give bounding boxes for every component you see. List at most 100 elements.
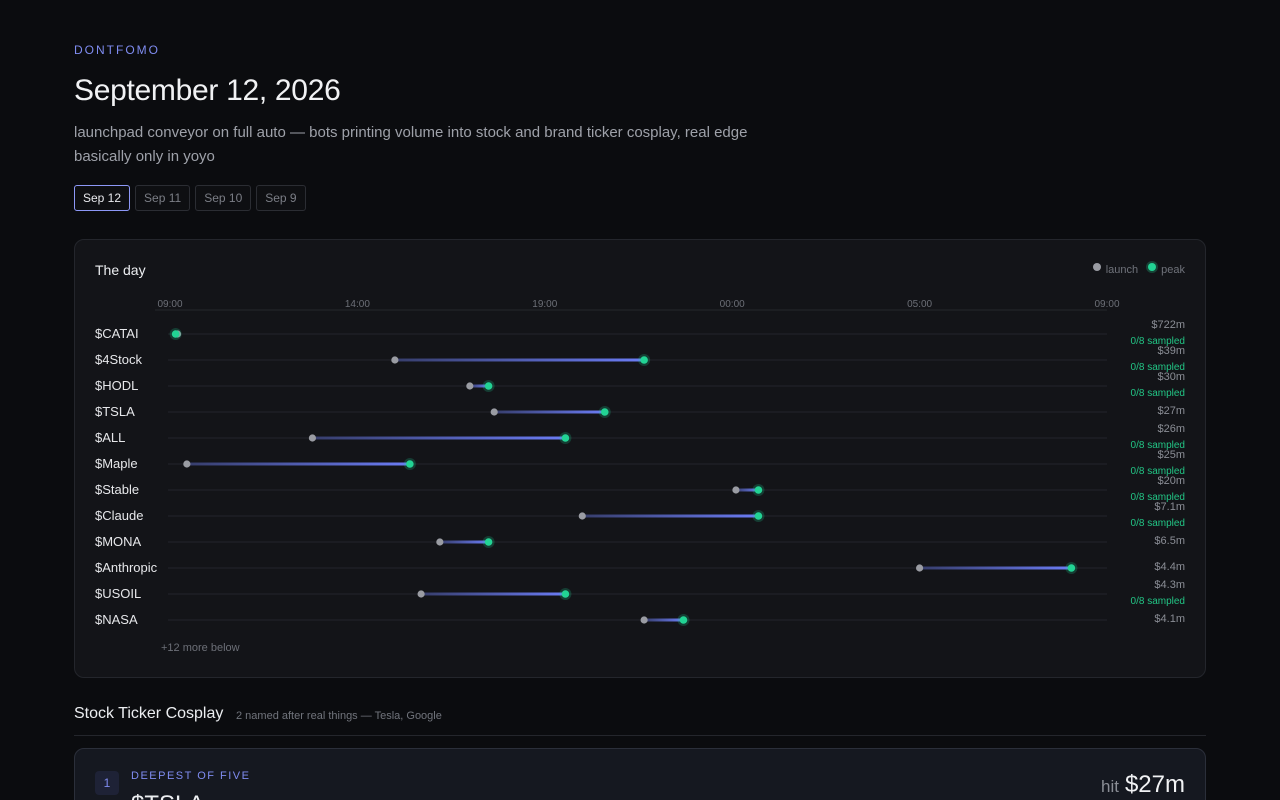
sampled-status: 0/8 sampled <box>1130 362 1185 373</box>
section-header: Stock Ticker Cosplay 2 named after real … <box>74 705 1206 736</box>
launch-dot-icon <box>1092 263 1101 271</box>
peak-point <box>561 590 570 598</box>
section-title: Stock Ticker Cosplay <box>74 705 224 722</box>
peak-point <box>754 512 763 520</box>
launch-to-peak-bar <box>469 384 489 388</box>
sampled-status: 0/8 sampled <box>1130 596 1185 607</box>
ticker-label[interactable]: $MONA <box>95 534 142 549</box>
peak-mcap-value: $27m <box>1157 405 1185 417</box>
sampled-status: 0/8 sampled <box>1130 518 1185 529</box>
tab-sep-11[interactable]: Sep 11 <box>135 185 191 211</box>
x-tick-label: 00:00 <box>720 299 745 310</box>
peak-mcap-value: $39m <box>1157 345 1185 357</box>
peak-mcap-value: $4.3m <box>1154 579 1185 591</box>
sampled-status: 0/8 sampled <box>1130 388 1185 399</box>
peak-mcap-value: $30m <box>1157 371 1185 383</box>
chart-legend: launch peak <box>1092 263 1185 276</box>
peak-mcap-value: $6.5m <box>1154 535 1185 547</box>
x-tick-label: 05:00 <box>907 299 932 310</box>
peak-point <box>754 486 763 494</box>
legend-peak: peak <box>1148 263 1185 276</box>
ticker-label[interactable]: $4Stock <box>95 352 142 367</box>
peak-mcap-value: $25m <box>1157 449 1185 461</box>
day-timeline-card: 09:00 14:00 19:00 00:00 05:00 09:00 The day l… <box>74 239 1206 678</box>
pick-ticker: $TSLA <box>131 791 204 800</box>
launch-to-peak-bar <box>421 592 566 596</box>
peak-mcap-value: $4.4m <box>1154 561 1185 573</box>
launch-to-peak-bar <box>582 514 759 518</box>
ticker-label[interactable]: $CATAI <box>95 326 139 341</box>
ticker-label[interactable]: $Maple <box>95 456 138 471</box>
launch-point <box>916 564 924 572</box>
rank-badge: 1 <box>95 771 119 795</box>
pick-hit: hit $27m <box>1101 771 1185 799</box>
ticker-label[interactable]: $TSLA <box>95 404 135 419</box>
peak-point <box>484 382 493 390</box>
launch-to-peak-bar <box>919 566 1072 570</box>
hit-label: hit <box>1100 777 1119 796</box>
launch-point <box>640 616 648 624</box>
launch-to-peak-bar <box>394 358 645 362</box>
peak-mcap-value: $7.1m <box>1154 501 1185 513</box>
ticker-label[interactable]: $Claude <box>95 508 144 523</box>
peak-point <box>640 356 648 364</box>
launch-to-peak-bar <box>644 618 684 622</box>
legend-launch-label: launch <box>1105 264 1139 276</box>
launch-point <box>436 538 444 546</box>
section-subtitle: 2 named after real things — Tesla, Googl… <box>236 710 442 722</box>
peak-dot-icon <box>1148 263 1157 271</box>
hit-value: $27m <box>1124 771 1185 798</box>
launch-point <box>490 408 498 416</box>
peak-point <box>561 434 570 442</box>
tab-sep-9[interactable]: Sep 9 <box>256 185 306 211</box>
launch-to-peak-bar <box>186 462 410 466</box>
sampled-status: 0/8 sampled <box>1130 336 1185 347</box>
tab-sep-12[interactable]: Sep 12 <box>74 185 131 211</box>
launch-point <box>308 434 317 442</box>
legend-launch: launch <box>1092 263 1139 276</box>
peak-mcap-value: $20m <box>1157 475 1185 487</box>
ticker-label[interactable]: $HODL <box>95 378 139 393</box>
peak-mcap-value: $4.1m <box>1154 613 1185 625</box>
pick-tag: DEEPEST OF FIVE <box>131 770 251 782</box>
peak-point <box>600 408 609 416</box>
peak-point <box>679 616 688 624</box>
launch-point <box>732 486 740 494</box>
peak-mcap-value: $26m <box>1157 423 1185 435</box>
sampled-status: 0/8 sampled <box>1130 492 1185 503</box>
page-title: September 12, 2026 <box>74 74 341 107</box>
peak-mcap-value: $722m <box>1151 319 1185 331</box>
date-tabs: Sep 12 Sep 11 Sep 10 Sep 9 <box>74 185 306 211</box>
legend-peak-label: peak <box>1161 264 1185 276</box>
peak-point <box>171 330 180 338</box>
peak-point <box>406 460 414 468</box>
ticker-label[interactable]: $Stable <box>95 482 140 497</box>
x-tick-label: 09:00 <box>1094 299 1119 310</box>
timeline-chart: 09:00 14:00 19:00 00:00 05:00 09:00 <box>155 299 1120 626</box>
x-tick-label: 14:00 <box>345 299 370 310</box>
launch-point <box>578 512 586 520</box>
launch-point <box>391 356 399 364</box>
launch-point <box>466 382 474 390</box>
brand-logo[interactable]: DONTFOMO <box>74 43 160 57</box>
ticker-label[interactable]: $USOIL <box>95 586 142 601</box>
launch-point <box>417 590 425 598</box>
ticker-label[interactable]: $NASA <box>95 612 138 627</box>
launch-to-peak-bar <box>439 540 489 544</box>
launch-point <box>183 460 191 468</box>
launch-to-peak-bar <box>735 488 759 492</box>
peak-point <box>484 538 493 546</box>
page-subtitle: launchpad conveyor on full auto — bots p… <box>74 124 748 165</box>
tab-sep-10[interactable]: Sep 10 <box>195 185 252 211</box>
launch-to-peak-bar <box>312 436 566 440</box>
ticker-label[interactable]: $ALL <box>95 430 126 445</box>
x-tick-label: 19:00 <box>532 299 557 310</box>
card-title: The day <box>95 262 146 278</box>
peak-point <box>1067 564 1076 572</box>
more-below-link[interactable]: +12 more below <box>161 642 240 654</box>
launch-to-peak-bar <box>494 410 605 414</box>
sampled-status: 0/8 sampled <box>1130 440 1185 451</box>
x-tick-label: 09:00 <box>157 299 182 310</box>
pick-card[interactable]: 1 DEEPEST OF FIVE $TSLA hit $27m <box>74 748 1206 800</box>
ticker-label[interactable]: $Anthropic <box>95 560 158 575</box>
